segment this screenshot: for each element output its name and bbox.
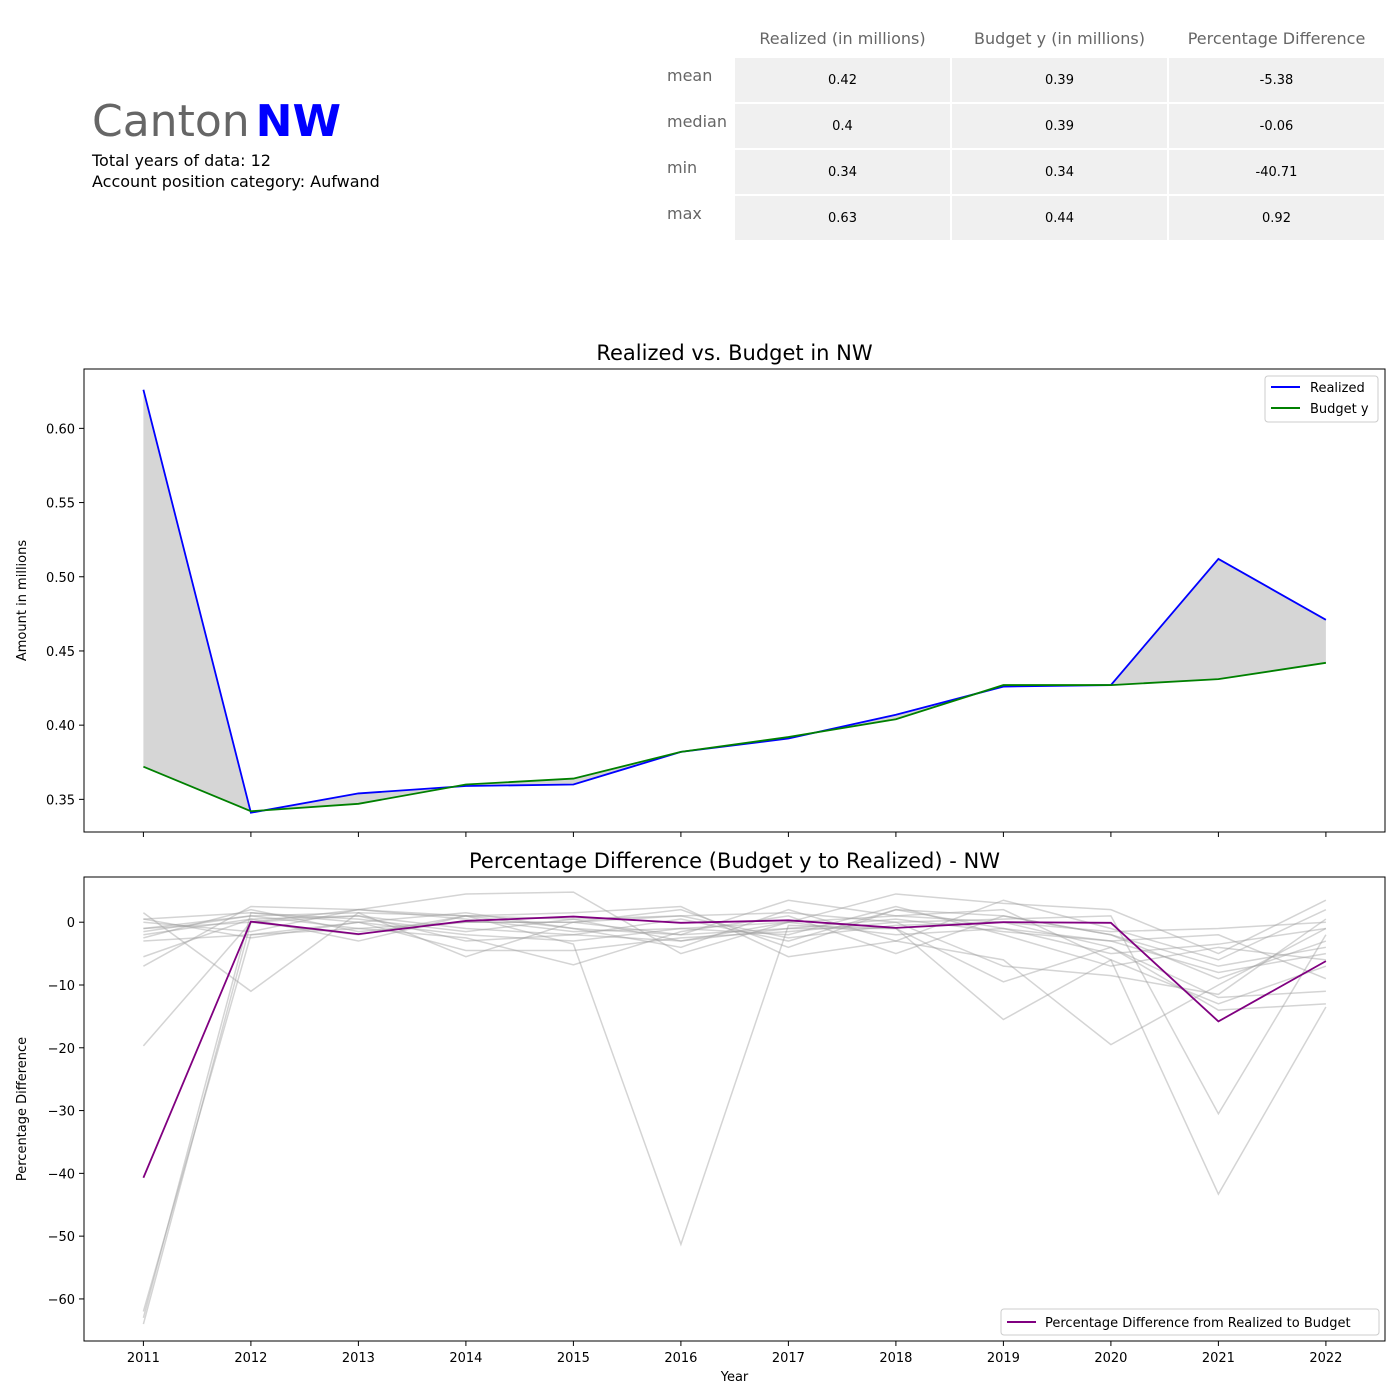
background-line (143, 905, 1327, 1046)
cell-min-budget: 0.34 (952, 150, 1167, 194)
column-header-budget: Budget y (in millions) (974, 28, 1145, 48)
stats-row-max: max 0.63 0.44 0.92 (662, 196, 1384, 240)
stats-row-median: median 0.4 0.39 -0.06 (662, 104, 1384, 148)
y-axis-label: Amount in millions (15, 540, 30, 662)
x-tick-label: 2021 (1202, 1351, 1235, 1366)
background-line (143, 891, 1327, 967)
background-line (143, 912, 1326, 1011)
x-tick-label: 2016 (664, 1351, 697, 1366)
series-line-realized (142, 389, 1327, 814)
y-tick-label: 0.35 (46, 793, 75, 808)
background-line (142, 899, 1327, 1047)
total-years-text: Total years of data: 12 (92, 151, 271, 170)
category-text: Account position category: Aufwand (92, 172, 380, 191)
background-line (143, 918, 1327, 996)
background-line (143, 915, 1327, 980)
stats-row-mean: mean 0.42 0.39 -5.38 (662, 58, 1384, 102)
background-line (142, 912, 1327, 1247)
cell-median-realized: 0.4 (735, 104, 950, 148)
cell-max-budget: 0.44 (952, 196, 1167, 240)
x-tick-label: 2015 (557, 1351, 590, 1366)
y-tick-label: −40 (48, 1167, 75, 1182)
background-line (143, 912, 1327, 1116)
cell-mean-budget: 0.39 (952, 58, 1167, 102)
canton-header: Canton NW Total years of data: 12 Accoun… (92, 100, 380, 192)
cell-min-percentage: -40.71 (1169, 150, 1384, 194)
legend-label: Realized (1310, 381, 1365, 396)
row-label-min: min (667, 158, 698, 177)
x-tick-label: 2017 (772, 1351, 805, 1366)
cell-max-realized: 0.63 (735, 196, 950, 240)
canton-title: Canton NW (92, 100, 380, 144)
column-header-percentage: Percentage Difference (1187, 28, 1366, 48)
cell-mean-realized: 0.42 (735, 58, 950, 102)
y-tick-label: 0 (67, 916, 75, 931)
stats-header-row: Realized (in millions) Budget y (in mill… (662, 20, 1384, 56)
y-tick-label: 0.50 (46, 571, 75, 586)
cell-median-budget: 0.39 (952, 104, 1167, 148)
stats-table: Realized (in millions) Budget y (in mill… (660, 18, 1386, 242)
cell-max-percentage: 0.92 (1169, 196, 1384, 240)
background-line (143, 908, 1327, 955)
chart-title: Realized vs. Budget in NW (596, 341, 873, 365)
cell-min-realized: 0.34 (735, 150, 950, 194)
series-line-budget-y (143, 661, 1327, 813)
fill-between-area (143, 389, 1326, 813)
x-tick-label: 2011 (127, 1351, 160, 1366)
canton-code: NW (255, 96, 341, 147)
background-line (143, 905, 1326, 967)
legend-label: Percentage Difference from Realized to B… (1045, 1316, 1351, 1331)
column-header-realized: Realized (in millions) (759, 28, 926, 48)
y-tick-label: −30 (48, 1105, 75, 1120)
row-label-mean: mean (667, 66, 713, 85)
background-line (142, 911, 1327, 1318)
x-tick-label: 2012 (234, 1351, 267, 1366)
x-axis-label: Year (720, 1370, 749, 1385)
x-tick-label: 2020 (1094, 1351, 1127, 1366)
background-line (143, 899, 1327, 961)
y-tick-label: −20 (48, 1042, 75, 1057)
stats-row-min: min 0.34 0.34 -40.71 (662, 150, 1384, 194)
plot-frame (83, 876, 1386, 1342)
y-tick-label: −10 (48, 979, 75, 994)
cell-median-percentage: -0.06 (1169, 104, 1384, 148)
x-tick-label: 2013 (342, 1351, 375, 1366)
y-tick-label: −50 (48, 1230, 75, 1245)
x-tick-label: 2014 (449, 1351, 482, 1366)
plot-frame (83, 368, 1386, 833)
y-tick-label: 0.55 (46, 497, 75, 512)
y-axis-label: Percentage Difference (15, 1037, 30, 1181)
x-tick-label: 2018 (879, 1351, 912, 1366)
info-block: Total years of data: 12 Account position… (92, 150, 380, 192)
cell-mean-percentage: -5.38 (1169, 58, 1384, 102)
chart-title: Percentage Difference (Budget y to Reali… (469, 849, 1000, 873)
y-tick-label: 0.45 (46, 645, 75, 660)
y-tick-label: 0.40 (46, 719, 75, 734)
canton-word: Canton (92, 96, 250, 147)
x-tick-label: 2022 (1309, 1351, 1342, 1366)
series-line-percentage-difference (142, 915, 1327, 1179)
x-tick-label: 2019 (987, 1351, 1020, 1366)
y-tick-label: 0.60 (46, 422, 75, 437)
row-label-median: median (667, 112, 727, 131)
background-line (143, 908, 1326, 939)
row-label-max: max (667, 204, 702, 223)
y-tick-label: −60 (48, 1293, 75, 1308)
legend-label: Budget y (1310, 402, 1369, 417)
legend-box (1000, 1308, 1380, 1336)
background-line (142, 915, 1326, 1325)
